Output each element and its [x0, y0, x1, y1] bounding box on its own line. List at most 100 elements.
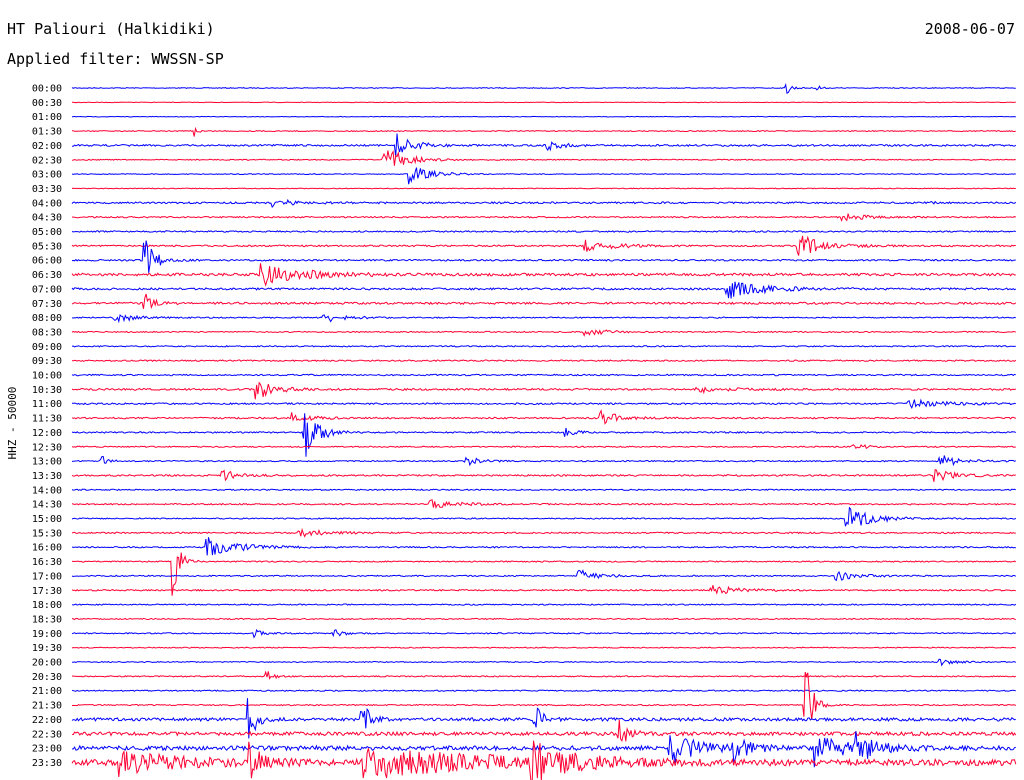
- trace-1930: [71, 646, 1016, 649]
- row-label-1800: 18:00: [32, 600, 62, 611]
- station-title: HT Paliouri (Halkidiki): [7, 20, 215, 38]
- trace-0700: [71, 281, 1017, 299]
- row-label-0630: 06:30: [32, 270, 62, 281]
- row-label-1330: 13:30: [32, 471, 62, 482]
- row-label-0230: 02:30: [32, 155, 62, 166]
- trace-0030: [72, 101, 1016, 104]
- trace-0330: [71, 187, 1016, 190]
- row-label-2130: 21:30: [32, 701, 62, 712]
- row-label-1930: 19:30: [32, 643, 62, 654]
- row-label-2030: 20:30: [32, 672, 62, 683]
- row-label-1300: 13:00: [32, 457, 62, 468]
- trace-0230: [71, 150, 1016, 166]
- trace-1400: [71, 488, 1016, 492]
- row-label-0600: 06:00: [32, 256, 62, 267]
- row-label-1500: 15:00: [32, 514, 62, 525]
- row-label-0830: 08:30: [32, 327, 62, 338]
- plot-date: 2008-06-07: [924, 20, 1015, 38]
- row-label-1600: 16:00: [32, 543, 62, 554]
- filter-label: Applied filter: WWSSN-SP: [7, 50, 224, 68]
- row-label-0030: 00:30: [32, 98, 62, 109]
- trace-0930: [71, 359, 1017, 362]
- row-label-2230: 22:30: [32, 729, 62, 740]
- row-label-1130: 11:30: [32, 414, 62, 425]
- row-label-0730: 07:30: [32, 299, 62, 310]
- trace-0530: [71, 235, 1016, 256]
- row-label-0800: 08:00: [32, 313, 62, 324]
- trace-2300: [71, 730, 1016, 768]
- trace-2030: [71, 670, 1017, 680]
- row-label-1630: 16:30: [32, 557, 62, 568]
- trace-0100: [71, 115, 1016, 118]
- trace-0300: [71, 167, 1016, 185]
- trace-1830: [71, 617, 1016, 621]
- trace-1900: [71, 628, 1016, 639]
- row-label-2000: 20:00: [32, 658, 62, 669]
- row-label-0130: 01:30: [32, 127, 62, 138]
- trace-1430: [71, 499, 1017, 510]
- row-label-2300: 23:00: [32, 744, 62, 755]
- row-label-1830: 18:30: [32, 614, 62, 625]
- row-label-0100: 01:00: [32, 112, 62, 123]
- row-label-0330: 03:30: [32, 184, 62, 195]
- trace-0130: [71, 126, 1016, 137]
- row-label-0000: 00:00: [32, 84, 62, 95]
- trace-0630: [71, 263, 1016, 287]
- row-label-0500: 05:00: [32, 227, 62, 238]
- row-label-2200: 22:00: [32, 715, 62, 726]
- trace-2230: [71, 719, 1017, 742]
- row-label-1400: 14:00: [32, 485, 62, 496]
- trace-1530: [71, 527, 1016, 538]
- row-label-0900: 09:00: [32, 342, 62, 353]
- trace-0430: [71, 213, 1016, 222]
- trace-1100: [71, 398, 1016, 409]
- row-label-0300: 03:00: [32, 170, 62, 181]
- trace-1130: [71, 409, 1016, 425]
- trace-1500: [71, 506, 1017, 527]
- trace-0500: [71, 230, 1017, 233]
- row-label-1200: 12:00: [32, 428, 62, 439]
- row-label-0700: 07:00: [32, 284, 62, 295]
- trace-0200: [72, 133, 1017, 158]
- row-label-2100: 21:00: [32, 686, 62, 697]
- trace-0830: [71, 329, 1016, 337]
- row-label-0200: 02:00: [32, 141, 62, 152]
- row-label-1730: 17:30: [32, 586, 62, 597]
- trace-0400: [71, 198, 1017, 208]
- trace-1630: [71, 552, 1017, 596]
- row-label-1000: 10:00: [32, 371, 62, 382]
- row-label-1100: 11:00: [32, 399, 62, 410]
- trace-0900: [71, 345, 1016, 348]
- trace-1230: [71, 444, 1016, 450]
- row-label-1030: 10:30: [32, 385, 62, 396]
- trace-0600: [71, 240, 1016, 273]
- row-label-1530: 15:30: [32, 528, 62, 539]
- trace-2100: [71, 689, 1016, 692]
- trace-1200: [71, 413, 1017, 457]
- trace-1000: [71, 373, 1016, 377]
- row-label-2330: 23:30: [32, 758, 62, 769]
- trace-0000: [71, 83, 1016, 94]
- row-label-1700: 17:00: [32, 571, 62, 582]
- trace-1300: [71, 455, 1017, 467]
- row-label-0930: 09:30: [32, 356, 62, 367]
- trace-0800: [71, 313, 1017, 324]
- trace-1030: [71, 381, 1016, 400]
- trace-2130: [71, 671, 1017, 720]
- trace-1330: [71, 469, 1016, 482]
- row-label-0400: 04:00: [32, 198, 62, 209]
- trace-1600: [71, 537, 1016, 556]
- trace-2330: [71, 740, 1017, 780]
- trace-1730: [71, 585, 1016, 595]
- trace-1800: [71, 603, 1017, 606]
- trace-0730: [71, 293, 1017, 310]
- trace-2000: [71, 658, 1017, 667]
- trace-1700: [71, 569, 1017, 582]
- row-label-0430: 04:30: [32, 213, 62, 224]
- trace-2200: [71, 698, 1016, 739]
- row-label-0530: 05:30: [32, 241, 62, 252]
- row-label-1900: 19:00: [32, 629, 62, 640]
- row-label-1230: 12:30: [32, 442, 62, 453]
- row-label-1430: 14:30: [32, 500, 62, 511]
